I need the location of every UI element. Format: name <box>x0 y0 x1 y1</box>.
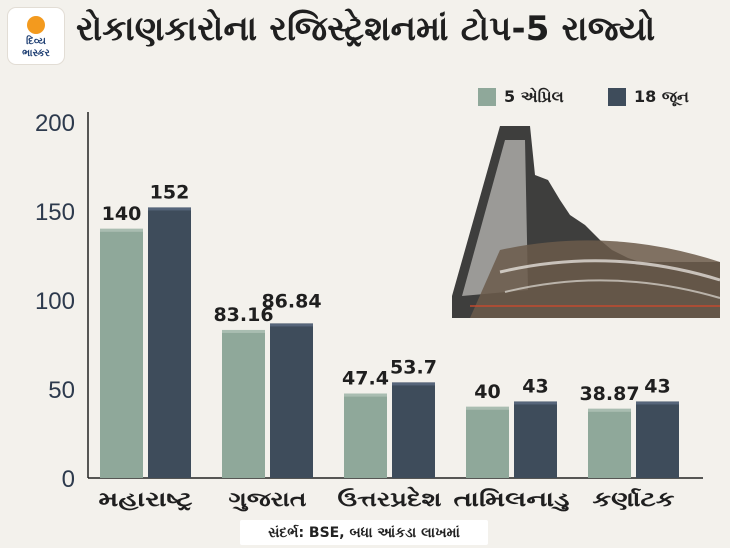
y-tick-label: 0 <box>62 466 75 493</box>
bar-series-1 <box>100 228 143 478</box>
data-label: 38.87 <box>579 383 639 405</box>
bar-series-2 <box>636 401 679 478</box>
data-label: 83.16 <box>213 304 273 326</box>
bar-highlight <box>466 406 509 410</box>
data-label: 53.7 <box>390 356 437 378</box>
bar-highlight <box>636 401 679 405</box>
brand-logo: દિવ્ય ભાસ્કર <box>8 8 64 64</box>
bar-series-1 <box>466 406 509 478</box>
bar-highlight <box>148 207 191 211</box>
bar-highlight <box>100 228 143 232</box>
y-tick-label: 200 <box>35 110 75 137</box>
bar-series-2 <box>148 207 191 478</box>
source-note: સંદર્ભ: BSE, બધા આંકડા લાખમાં <box>240 520 488 545</box>
data-label: 40 <box>474 381 500 403</box>
header: દિવ્ય ભાસ્કર રોકાણકારોના રજિસ્ટ્રેશનમાં … <box>0 0 730 75</box>
bar-highlight <box>222 329 265 333</box>
bar-series-2 <box>514 401 557 478</box>
data-label: 152 <box>150 181 190 203</box>
data-label: 47.4 <box>342 368 389 390</box>
legend-item-series-1: 5 એપ્રિલ <box>478 86 564 108</box>
sun-icon <box>27 16 45 34</box>
legend-item-series-2: 18 જૂન <box>608 86 689 108</box>
bar-highlight <box>270 323 313 327</box>
chart-title: રોકાણકારોના રજિસ્ટ્રેશનમાં ટોપ-5 રાજ્યો <box>76 9 656 49</box>
data-label: 86.84 <box>261 290 321 312</box>
bar-highlight <box>588 408 631 412</box>
bar-highlight <box>344 393 387 397</box>
data-label: 43 <box>644 375 670 397</box>
x-tick-label: ઉત્તરપ્રદેશ <box>338 486 442 511</box>
legend-swatch-series-2 <box>608 88 626 106</box>
x-tick-label: તામિલનાડુ <box>454 487 570 511</box>
y-tick-label: 150 <box>35 199 75 226</box>
building-illustration <box>452 126 721 318</box>
y-tick-label: 100 <box>35 288 75 315</box>
bar-highlight <box>514 401 557 405</box>
logo-text-line2: ભાસ્કર <box>22 48 50 59</box>
y-tick-label: 50 <box>48 377 75 404</box>
bar-series-2 <box>270 323 313 478</box>
bar-series-1 <box>344 393 387 478</box>
bar-series-1 <box>222 329 265 478</box>
x-tick-label: મહારાષ્ટ્ર <box>99 487 194 512</box>
legend-label-series-2: 18 જૂન <box>634 87 689 106</box>
x-tick-label: કર્ણાટક <box>593 487 675 511</box>
legend-swatch-series-1 <box>478 88 496 106</box>
bar-series-2 <box>392 382 435 478</box>
logo-text-line1: દિવ્ય <box>26 36 46 47</box>
bars <box>100 207 679 478</box>
bar-series-1 <box>588 408 631 478</box>
legend-label-series-1: 5 એપ્રિલ <box>504 87 564 106</box>
bar-highlight <box>392 382 435 386</box>
data-label: 140 <box>102 203 142 225</box>
data-label: 43 <box>522 375 548 397</box>
x-tick-label: ગુજરાત <box>229 487 307 511</box>
